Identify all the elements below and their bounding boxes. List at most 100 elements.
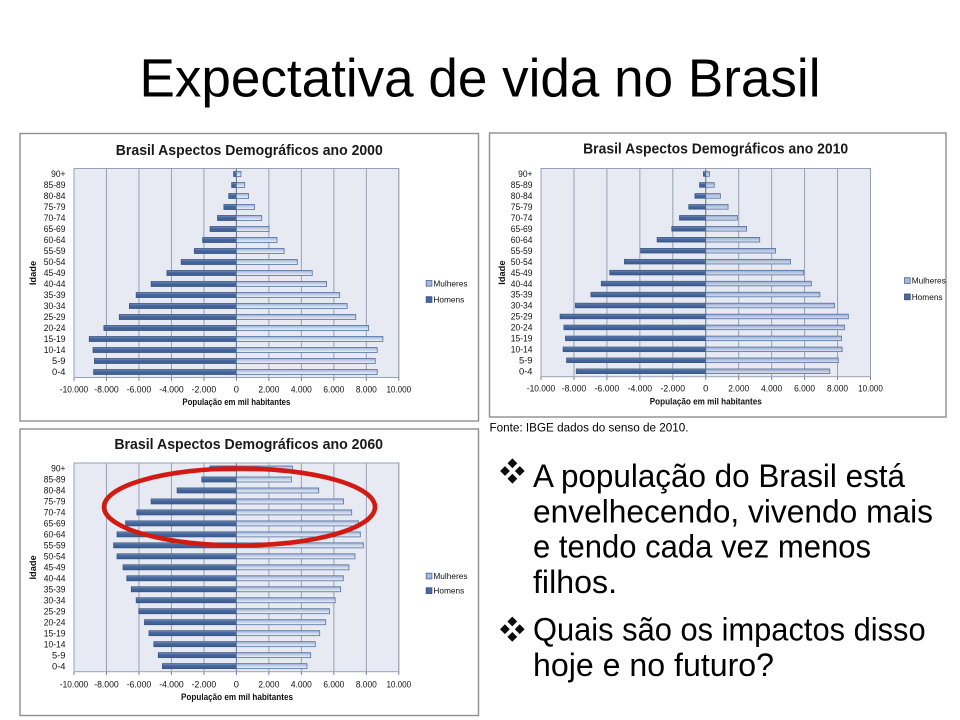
svg-text:65-69: 65-69 [44,224,66,234]
svg-text:0-4: 0-4 [52,367,66,377]
svg-text:40-44: 40-44 [511,279,533,289]
svg-text:35-39: 35-39 [511,290,533,300]
svg-text:50-54: 50-54 [511,257,533,267]
svg-text:80-84: 80-84 [44,191,66,201]
svg-text:Idade: Idade [497,260,507,284]
svg-text:10-14: 10-14 [511,345,533,355]
svg-text:Brasil Aspectos Demográficos a: Brasil Aspectos Demográficos ano 2000 [116,143,383,159]
svg-text:2.000: 2.000 [258,678,279,689]
svg-text:75-79: 75-79 [511,202,533,212]
svg-text:-6.000: -6.000 [127,383,152,394]
svg-text:25-29: 25-29 [511,312,533,322]
svg-text:8.000: 8.000 [356,678,377,689]
svg-text:45-49: 45-49 [44,563,66,573]
svg-text:10-14: 10-14 [44,345,66,355]
svg-text:4.000: 4.000 [291,678,312,689]
svg-text:25-29: 25-29 [44,312,66,322]
svg-text:-2.000: -2.000 [192,678,217,689]
svg-text:50-54: 50-54 [44,257,66,267]
svg-text:20-24: 20-24 [44,323,66,333]
svg-text:60-64: 60-64 [44,530,66,540]
svg-text:População em mil habitantes: População em mil habitantes [181,692,293,702]
svg-text:hoje e no futuro?: hoje e no futuro? [533,647,774,683]
svg-text:65-69: 65-69 [511,224,533,234]
svg-text:5-9: 5-9 [52,650,66,660]
svg-text:-4.000: -4.000 [159,678,184,689]
svg-text:5-9: 5-9 [52,356,66,366]
svg-text:0-4: 0-4 [52,661,66,671]
svg-text:-10.000: -10.000 [60,383,88,394]
svg-text:6.000: 6.000 [323,678,344,689]
svg-text:65-69: 65-69 [44,519,66,529]
svg-text:-4.000: -4.000 [628,383,653,394]
svg-text:e tendo cada vez menos: e tendo cada vez menos [533,529,871,565]
svg-text:-8.000: -8.000 [94,678,119,689]
svg-text:70-74: 70-74 [44,508,66,518]
svg-text:Homens: Homens [433,295,464,305]
svg-text:-2.000: -2.000 [661,383,686,394]
svg-text:45-49: 45-49 [44,268,66,278]
svg-text:30-34: 30-34 [511,301,533,311]
svg-text:45-49: 45-49 [511,268,533,278]
svg-text:Quais são os impactos disso: Quais são os impactos disso [533,611,926,647]
svg-text:50-54: 50-54 [44,552,66,562]
svg-text:30-34: 30-34 [44,595,66,605]
svg-text:80-84: 80-84 [511,191,533,201]
svg-text:60-64: 60-64 [44,235,66,245]
svg-text:Idade: Idade [28,261,38,285]
svg-text:8.000: 8.000 [827,383,848,394]
svg-text:75-79: 75-79 [44,202,66,212]
svg-text:filhos.: filhos. [533,564,617,600]
svg-text:30-34: 30-34 [44,301,66,311]
svg-text:Fonte: IBGE dados do senso de: Fonte: IBGE dados do senso de 2010. [490,421,689,435]
svg-text:-2.000: -2.000 [192,383,217,394]
svg-text:35-39: 35-39 [44,584,66,594]
svg-text:25-29: 25-29 [44,606,66,616]
svg-text:70-74: 70-74 [511,213,533,223]
svg-text:55-59: 55-59 [44,541,66,551]
svg-text:40-44: 40-44 [44,573,66,583]
svg-text:35-39: 35-39 [44,290,66,300]
svg-text:População em mil habitantes: População em mil habitantes [182,397,290,407]
svg-text:0: 0 [234,678,239,689]
svg-text:Mulheres: Mulheres [433,278,467,288]
svg-text:40-44: 40-44 [44,279,66,289]
svg-text:15-19: 15-19 [511,334,533,344]
svg-text:6.000: 6.000 [323,383,344,394]
svg-text:Mulheres: Mulheres [433,571,467,581]
svg-text:85-89: 85-89 [511,180,533,190]
svg-text:15-19: 15-19 [44,628,66,638]
svg-text:6.000: 6.000 [794,383,815,394]
svg-text:-6.000: -6.000 [595,383,620,394]
svg-text:20-24: 20-24 [511,323,533,333]
svg-text:-8.000: -8.000 [562,383,587,394]
svg-text:4.000: 4.000 [761,383,782,394]
svg-text:85-89: 85-89 [44,180,66,190]
svg-text:8.000: 8.000 [356,383,377,394]
svg-text:70-74: 70-74 [44,213,66,223]
svg-text:Brasil Aspectos Demográficos a: Brasil Aspectos Demográficos ano 2010 [583,142,848,158]
svg-text:2.000: 2.000 [728,383,749,394]
svg-text:20-24: 20-24 [44,617,66,627]
svg-text:-10.000: -10.000 [60,678,88,689]
svg-text:10-14: 10-14 [44,639,66,649]
svg-text:90+: 90+ [51,169,65,179]
svg-text:10.000: 10.000 [386,383,411,394]
svg-text:-10.000: -10.000 [527,383,555,394]
svg-text:75-79: 75-79 [44,497,66,507]
svg-text:0-4: 0-4 [519,366,533,376]
svg-text:Idade: Idade [28,555,38,579]
svg-text:60-64: 60-64 [511,235,533,245]
svg-text:População em mil habitantes: População em mil habitantes [650,397,762,407]
svg-text:5-9: 5-9 [519,356,533,366]
svg-text:Expectativa de vida no Brasil: Expectativa de vida no Brasil [140,49,821,109]
svg-text:15-19: 15-19 [44,334,66,344]
svg-text:90+: 90+ [51,464,65,474]
svg-text:Brasil Aspectos Demográficos a: Brasil Aspectos Demográficos ano 2060 [114,437,383,453]
svg-text:4.000: 4.000 [291,383,312,394]
svg-text:10.000: 10.000 [386,678,411,689]
svg-text:Mulheres: Mulheres [912,276,946,286]
svg-text:10.000: 10.000 [858,383,883,394]
svg-text:80-84: 80-84 [44,486,66,496]
svg-text:55-59: 55-59 [44,246,66,256]
